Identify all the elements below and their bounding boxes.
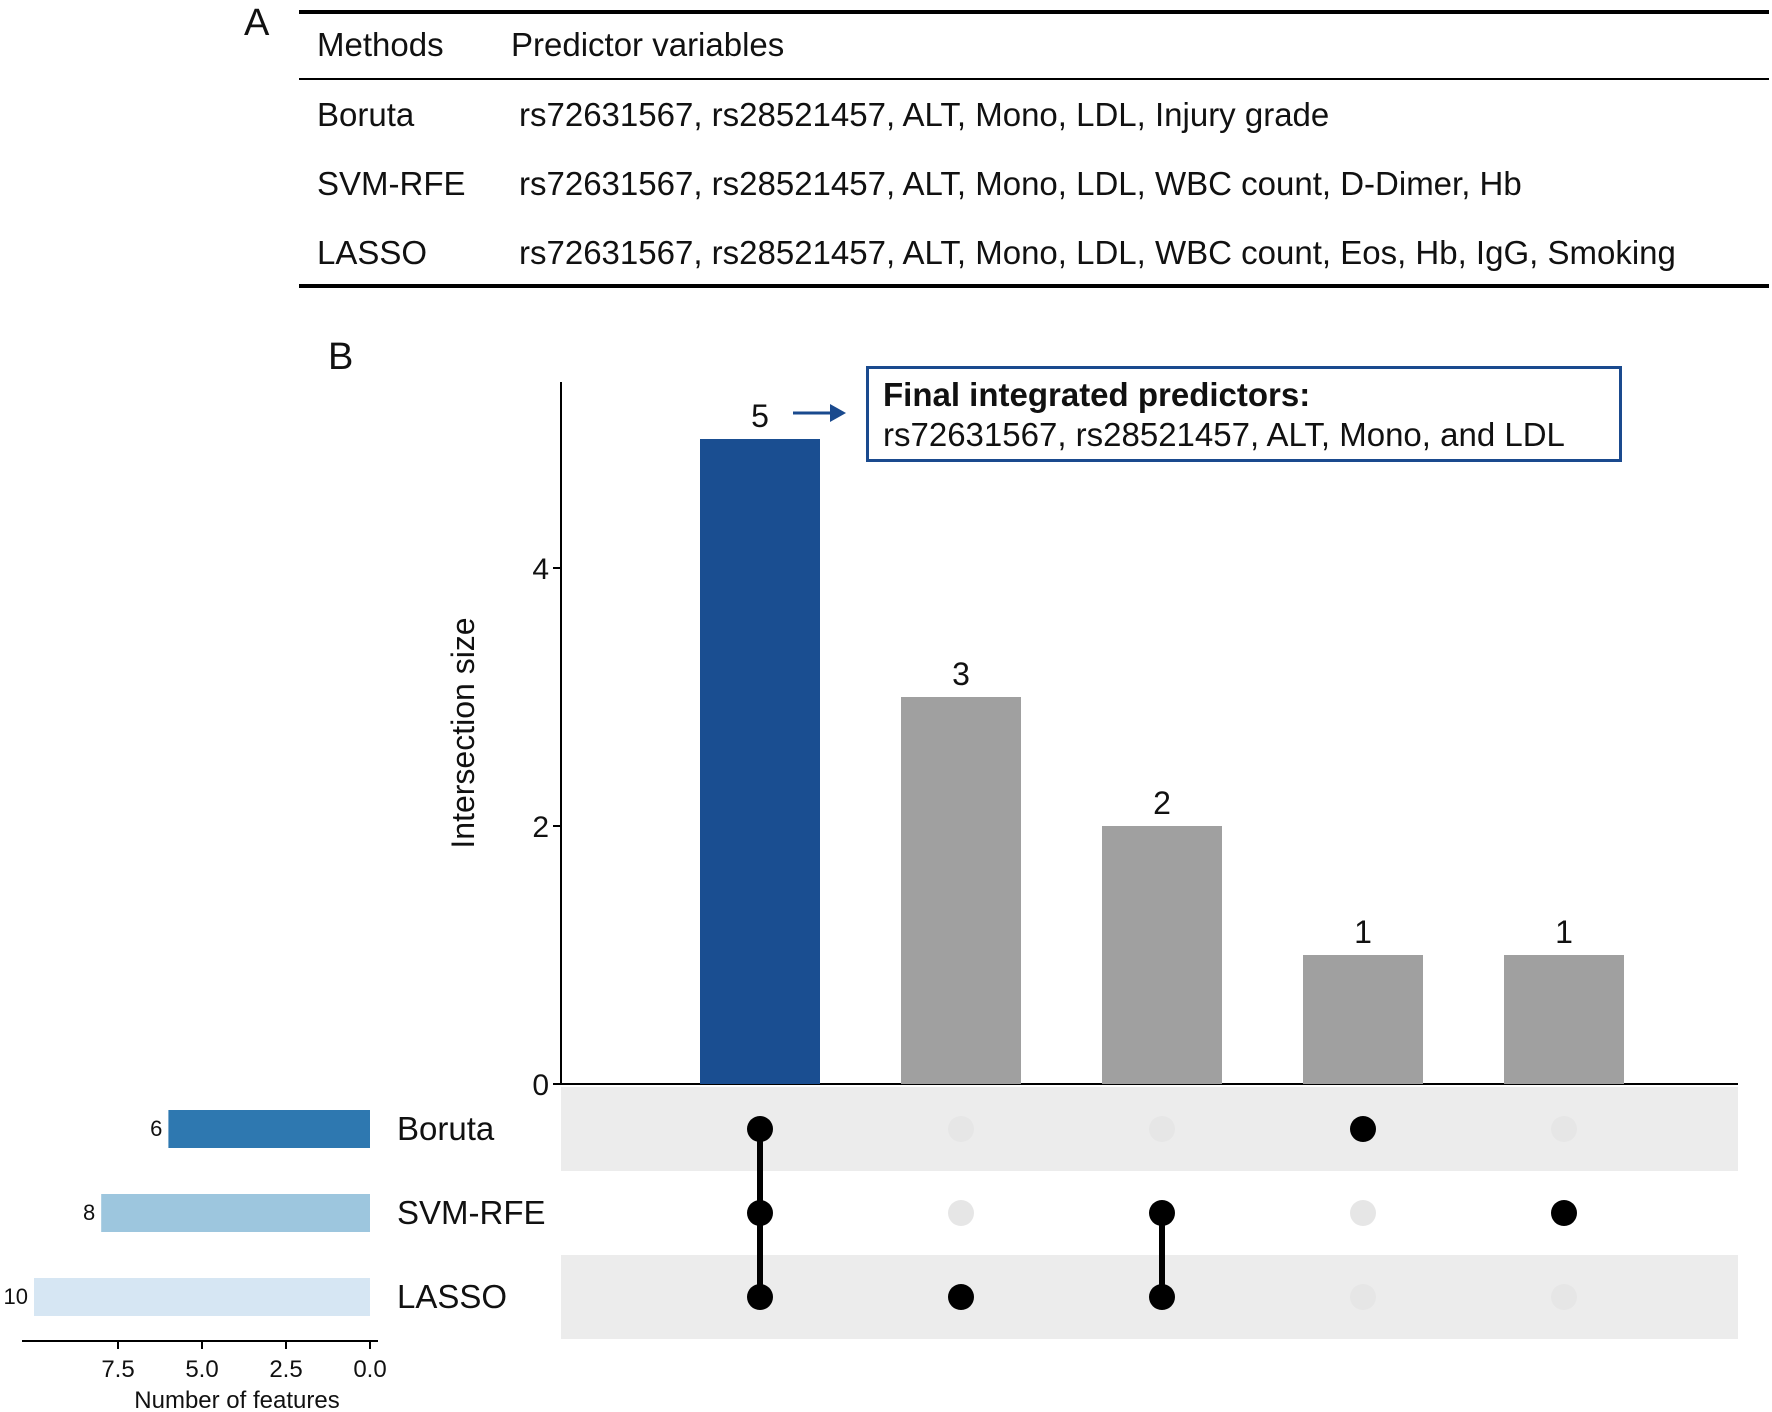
intersection-bar: [1303, 955, 1423, 1084]
method-cell: SVM-RFE: [317, 165, 466, 202]
set-size-tick-label: 0.0: [353, 1356, 386, 1383]
set-size-label: 10: [4, 1284, 28, 1309]
panel-a-label: A: [244, 2, 270, 44]
set-label: LASSO: [397, 1278, 507, 1315]
set-size-axis-title: Number of features: [134, 1387, 339, 1412]
set-label: SVM-RFE: [397, 1194, 546, 1231]
table-header-rule: [299, 78, 1769, 80]
set-label: Boruta: [397, 1110, 495, 1147]
y-tick-label: 4: [532, 553, 549, 586]
intersection-bar: [1504, 955, 1624, 1084]
matrix-dot-filled: [1551, 1200, 1577, 1226]
intersection-bar: [1102, 826, 1222, 1084]
annotation-title: Final integrated predictors:: [883, 376, 1311, 413]
intersection-bar: [901, 697, 1021, 1084]
set-size-bar: [168, 1110, 370, 1148]
panel-b-label: B: [328, 336, 354, 378]
set-size-tick-label: 2.5: [269, 1356, 302, 1383]
final-predictors-annotation: Final integrated predictors: rs72631567,…: [866, 366, 1622, 462]
header-predictors: Predictor variables: [511, 26, 785, 63]
matrix-dot-filled: [1149, 1284, 1175, 1310]
matrix-dot-filled: [1350, 1116, 1376, 1142]
matrix-dot-empty: [1551, 1284, 1577, 1310]
matrix-dot-filled: [747, 1284, 773, 1310]
set-size-label: 6: [150, 1116, 162, 1141]
bar-value-label: 3: [952, 656, 970, 692]
matrix-dot-filled: [747, 1116, 773, 1142]
set-size-tick-label: 5.0: [185, 1356, 218, 1383]
method-cell: LASSO: [317, 234, 428, 271]
matrix-dot-filled: [948, 1284, 974, 1310]
matrix-dot-empty: [948, 1116, 974, 1142]
header-methods: Methods: [317, 26, 444, 63]
set-size-tick-label: 7.5: [101, 1356, 134, 1383]
annotation-text: rs72631567, rs28521457, ALT, Mono, and L…: [883, 416, 1565, 453]
intersection-bar: [700, 439, 820, 1084]
y-tick-label: 0: [532, 1069, 549, 1102]
matrix-dot-empty: [1350, 1200, 1376, 1226]
method-cell: Boruta: [317, 96, 415, 133]
set-size-bar: [34, 1278, 370, 1316]
table-top-rule: [299, 10, 1769, 14]
matrix-dot-empty: [948, 1200, 974, 1226]
predictors-cell: rs72631567, rs28521457, ALT, Mono, LDL, …: [519, 165, 1522, 202]
matrix-dot-filled: [747, 1200, 773, 1226]
bar-value-label: 5: [751, 398, 769, 434]
y-tick-label: 2: [532, 811, 549, 844]
table-bottom-rule: [299, 284, 1769, 288]
bar-value-label: 1: [1555, 914, 1573, 950]
set-size-label: 8: [83, 1200, 95, 1225]
matrix-dot-empty: [1149, 1116, 1175, 1142]
set-size-bar: [101, 1194, 370, 1232]
predictors-cell: rs72631567, rs28521457, ALT, Mono, LDL, …: [519, 234, 1676, 271]
y-axis-title: Intersection size: [445, 617, 481, 848]
matrix-dot-empty: [1350, 1284, 1376, 1310]
bar-value-label: 1: [1354, 914, 1372, 950]
matrix-dot-filled: [1149, 1200, 1175, 1226]
annotation-arrow-head: [830, 404, 846, 422]
predictors-cell: rs72631567, rs28521457, ALT, Mono, LDL, …: [519, 96, 1330, 133]
matrix-dot-empty: [1551, 1116, 1577, 1142]
bar-value-label: 2: [1153, 785, 1171, 821]
